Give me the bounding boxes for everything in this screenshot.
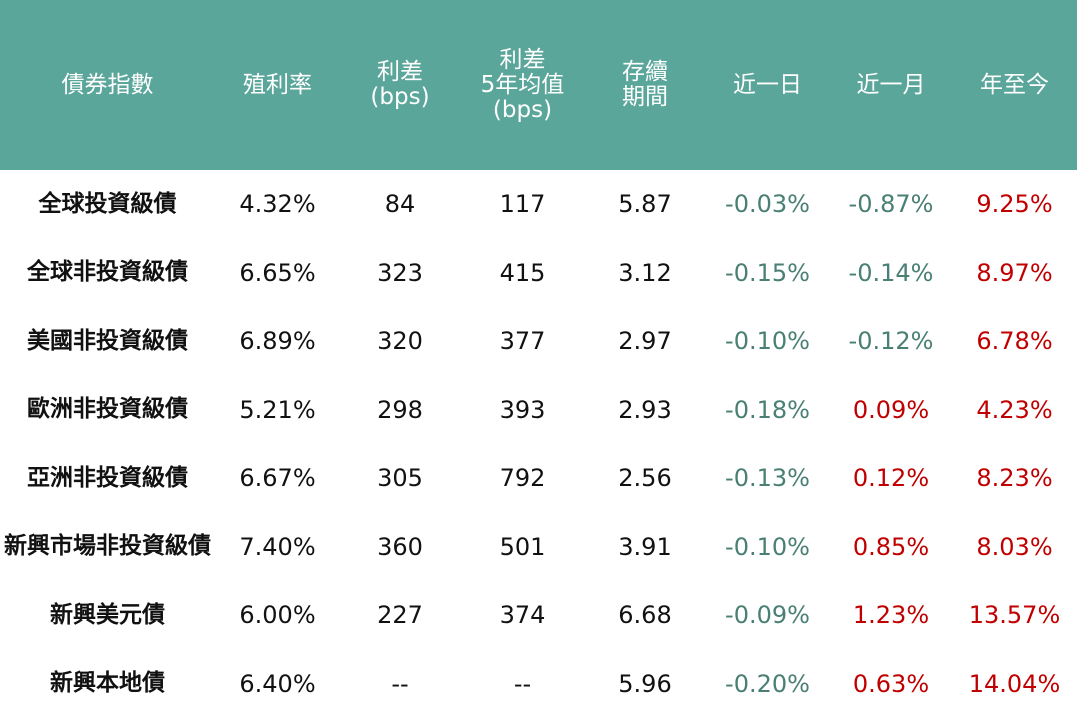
header-row: 債券指數 殖利率 利差 (bps) 利差 5年均值 (bps) 存續 期間 近一日 近一月年… xyxy=(0,0,1077,170)
cell: 8.97% xyxy=(976,258,1053,287)
cell: 374 xyxy=(499,601,546,630)
cell: 501 xyxy=(499,532,546,561)
cell: -0.03% xyxy=(725,190,810,219)
cell: 3.91 xyxy=(618,532,672,561)
table-row: 歐洲非投資級債 5.21% 298 393 2.93 -0.18% 0.09% 4.23% xyxy=(0,376,1077,445)
cell: 2.56 xyxy=(618,464,672,493)
cell: 2.93 xyxy=(618,395,672,424)
cell: -0.20% xyxy=(725,669,810,698)
cell: 5.96 xyxy=(618,669,672,698)
cell: 305 xyxy=(377,464,423,493)
table-row: 新興市場非投資級債 7.40% 360 501 3.91 -0.10% 0.85% 8.03% xyxy=(0,513,1077,582)
header-cell: 近一日 xyxy=(705,0,830,170)
header-cell: 債券指數 xyxy=(0,0,215,170)
cell: 4.23% xyxy=(976,395,1053,424)
cell: 9.25% xyxy=(976,190,1053,219)
cell: -0.10% xyxy=(725,327,810,356)
table-row: 全球非投資級債 6.65% 323 415 3.12 -0.15% -0.14% 8.97% xyxy=(0,239,1077,308)
cell: 377 xyxy=(499,327,546,356)
table-row: 美國非投資級債 6.89% 320 377 2.97 -0.10% -0.12% 6.78% xyxy=(0,307,1077,376)
cell: 2.97 xyxy=(618,327,672,356)
cell: 323 xyxy=(377,258,423,287)
cell: 298 xyxy=(377,395,423,424)
cell: -0.18% xyxy=(725,395,810,424)
cell: 117 xyxy=(499,190,546,219)
cell: 14.04% xyxy=(968,669,1061,698)
cell: 1.23% xyxy=(852,601,930,630)
table-row: 新興美元債 6.00% 227 374 6.68 -0.09% 1.23% 13.57% xyxy=(0,581,1077,650)
header-cell: 殖利率 xyxy=(215,0,340,170)
row-name: 新興市場非投資級債 xyxy=(4,533,211,560)
cell: 4.32% xyxy=(239,190,316,219)
cell: 13.57% xyxy=(968,601,1061,630)
cell: 792 xyxy=(499,464,546,493)
cell: -- xyxy=(513,669,532,698)
cell: 6.67% xyxy=(239,464,316,493)
cell: -0.87% xyxy=(848,190,934,219)
cell: 3.12 xyxy=(618,258,672,287)
cell: -0.13% xyxy=(725,464,810,493)
cell: 6.40% xyxy=(239,669,316,698)
cell: -0.10% xyxy=(725,532,810,561)
cell: 7.40% xyxy=(239,532,316,561)
cell: 6.00% xyxy=(239,601,316,630)
table-row: 亞洲非投資級債 6.67% 305 792 2.56 -0.13% 0.12% 8.23% xyxy=(0,444,1077,513)
cell: 84 xyxy=(384,190,416,219)
header-cell: 利差 (bps) xyxy=(340,0,460,170)
cell: 0.09% xyxy=(852,395,930,424)
cell: -0.14% xyxy=(848,258,934,287)
row-name: 歐洲非投資級債 xyxy=(27,396,188,423)
cell: 6.78% xyxy=(976,327,1053,356)
cell: 6.65% xyxy=(239,258,316,287)
header-cell: 利差 5年均值 (bps) xyxy=(460,0,585,170)
row-name: 全球非投資級債 xyxy=(27,259,188,286)
cell: 5.87 xyxy=(618,190,672,219)
cell: -0.09% xyxy=(725,601,810,630)
header-cell: 年至今 xyxy=(952,0,1077,170)
cell: 360 xyxy=(377,532,423,561)
row-name: 亞洲非投資級債 xyxy=(27,464,188,491)
table-row: 新興本地債 6.40% -- -- 5.96 -0.20% 0.63% 14.04% xyxy=(0,650,1077,718)
cell: 6.89% xyxy=(239,327,316,356)
cell: 0.85% xyxy=(852,532,930,561)
cell: -- xyxy=(391,669,409,698)
header-cell: 近一月 xyxy=(830,0,952,170)
row-name: 美國非投資級債 xyxy=(27,327,188,354)
cell: 8.03% xyxy=(976,532,1053,561)
cell: 5.21% xyxy=(239,395,316,424)
cell: 227 xyxy=(377,601,423,630)
header-cell: 存續 期間 xyxy=(585,0,705,170)
cell: 6.68 xyxy=(618,601,672,630)
cell: 8.23% xyxy=(976,464,1053,493)
row-name: 新興本地債 xyxy=(50,670,165,697)
table-body: 全球投資級債 4.32% 84 117 5.87 -0.03% -0.87% 9.25% 全球非… xyxy=(0,170,1077,718)
cell: 393 xyxy=(499,395,546,424)
cell: 415 xyxy=(499,258,546,287)
row-name: 全球投資級債 xyxy=(38,190,177,217)
cell: 0.63% xyxy=(852,669,930,698)
cell: 0.12% xyxy=(852,464,930,493)
cell: -0.12% xyxy=(848,327,934,356)
cell: 320 xyxy=(377,327,423,356)
table-row: 全球投資級債 4.32% 84 117 5.87 -0.03% -0.87% 9.25% xyxy=(0,170,1077,239)
row-name: 新興美元債 xyxy=(50,601,165,628)
cell: -0.15% xyxy=(725,258,810,287)
